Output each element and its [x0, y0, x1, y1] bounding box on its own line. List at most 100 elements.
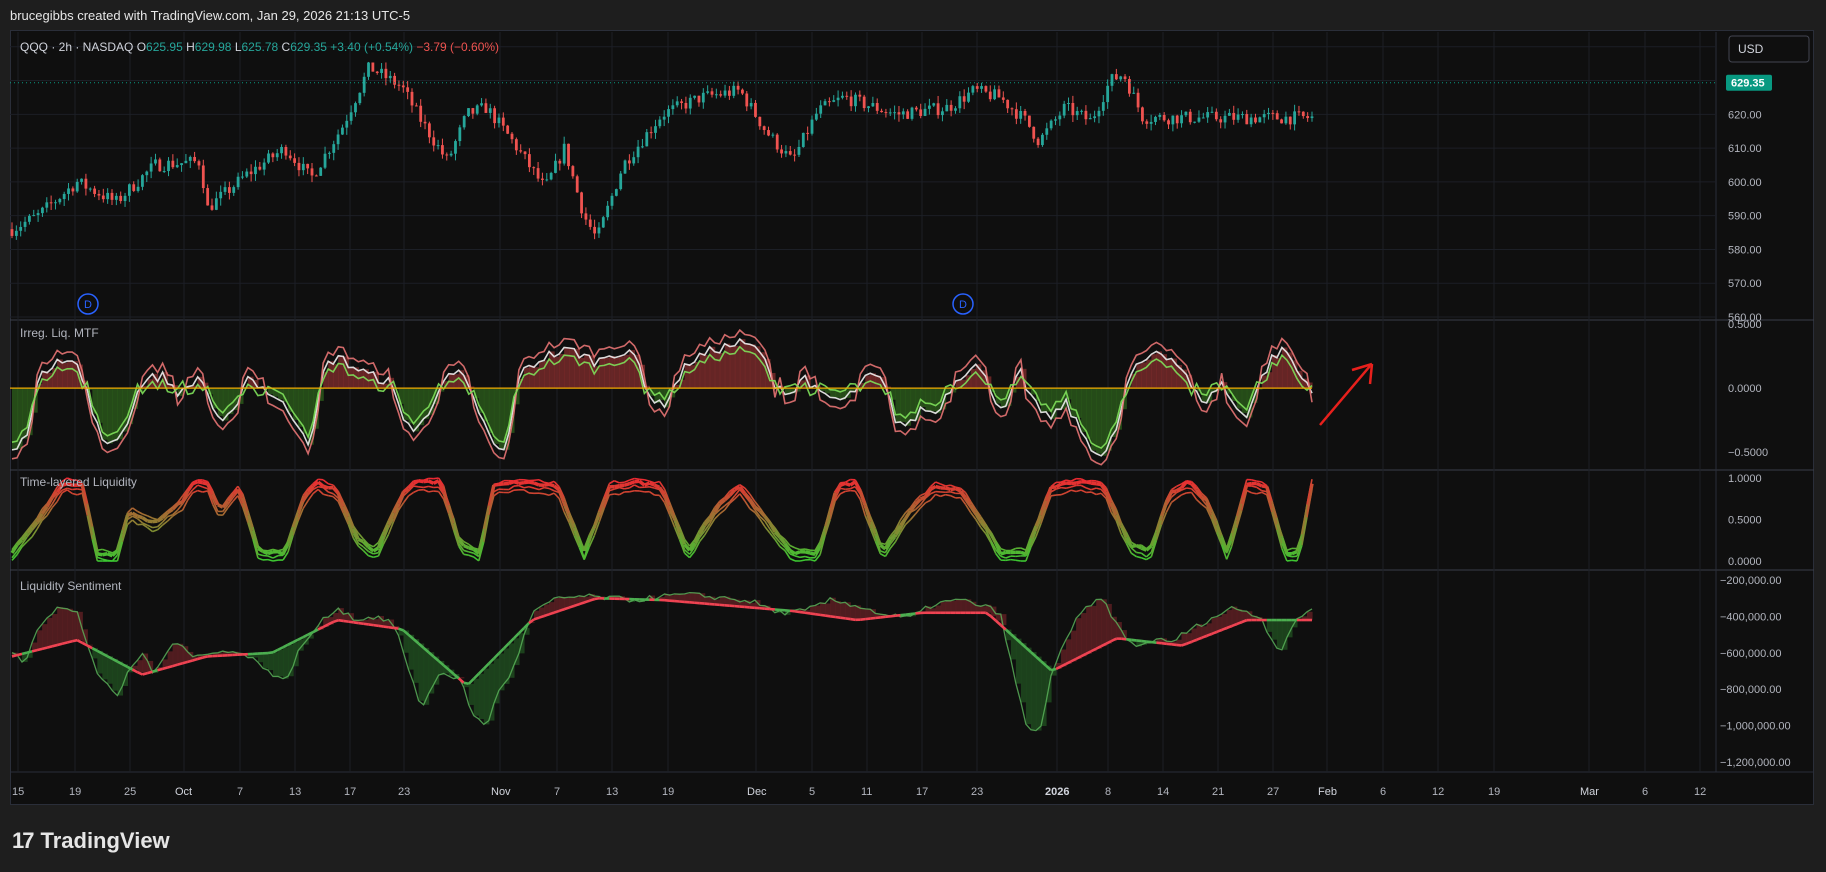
annotation-arrow-icon[interactable]	[1319, 365, 1371, 426]
time-liq-series-segment	[1010, 558, 1016, 562]
time-liq-series-segment	[357, 545, 364, 552]
time-liq-series-segment	[51, 501, 58, 509]
time-liq-series-segment	[317, 480, 325, 488]
time-liq-series-segment	[197, 480, 204, 485]
sentiment-fill	[544, 604, 550, 616]
candle-body	[523, 151, 527, 155]
time-liq-series-segment	[869, 524, 877, 537]
time-liq-series-segment	[1266, 491, 1273, 509]
candle-body	[475, 105, 479, 114]
candle-body	[1249, 117, 1253, 125]
candle-body	[214, 198, 218, 210]
irreg-liq-fill	[112, 388, 119, 442]
time-liq-series-segment	[1301, 504, 1308, 535]
sentiment-fill	[694, 592, 701, 603]
currency-button[interactable]	[1728, 35, 1810, 63]
dividend-marker-label[interactable]: D	[959, 299, 967, 311]
candle-body	[158, 159, 162, 172]
time-liq-series-segment	[246, 514, 255, 532]
time-liq-series-segment	[624, 487, 630, 490]
time-liq-series-segment	[121, 524, 129, 543]
irreg-liq-fill	[629, 350, 635, 389]
time-liq-series-segment	[76, 479, 83, 485]
time-liq-series-segment	[157, 514, 164, 521]
candle-body	[1171, 115, 1175, 125]
irreg-liq-fill	[1141, 362, 1147, 389]
sentiment-fill	[1276, 620, 1283, 649]
sentiment-slow-segment	[81, 641, 88, 647]
sentiment-fill	[744, 600, 751, 607]
time-liq-series-segment	[81, 483, 89, 504]
sentiment-fill	[508, 643, 515, 678]
time-liq-series-segment	[1035, 510, 1042, 526]
irreg-liq-fill	[654, 388, 661, 403]
irreg-liq-fill	[1050, 388, 1057, 420]
time-liq-series-segment	[869, 515, 877, 529]
time-liq-series-segment	[543, 493, 550, 497]
time-liq-series-segment	[1176, 489, 1182, 494]
time-liq-series-segment	[728, 488, 737, 497]
time-liq-series-segment	[1165, 489, 1173, 501]
irreg-liq-fill	[62, 362, 68, 389]
time-liq-series-segment	[368, 554, 374, 558]
sentiment-fill	[27, 652, 33, 658]
candle-body	[784, 151, 788, 154]
time-liq-series-segment	[161, 511, 169, 520]
time-liq-series-segment	[236, 488, 245, 499]
sentiment-fill	[378, 616, 385, 626]
sentiment-fill	[1166, 641, 1173, 644]
dividend-marker-icon[interactable]	[77, 293, 99, 315]
time-liq-series-segment	[548, 482, 555, 488]
sentiment-fill	[614, 596, 620, 599]
irreg-liq-fill	[1015, 376, 1022, 389]
candle-body	[271, 153, 275, 158]
time-liq-series-segment	[904, 507, 912, 514]
sentiment-slow-segment	[865, 617, 871, 621]
time-liq-series-segment	[302, 494, 309, 503]
time-liq-series-segment	[172, 512, 179, 517]
irreg-liq-fill	[1106, 388, 1112, 451]
irreg-liq-fill	[1296, 370, 1303, 389]
sentiment-slow-segment	[1090, 647, 1097, 653]
time-liq-series-segment	[634, 477, 640, 481]
irreg-liq-fill	[544, 360, 550, 389]
annotation-arrow-head-icon[interactable]	[1351, 362, 1374, 385]
time-liq-series-segment	[880, 542, 886, 546]
candle-body	[549, 172, 553, 180]
sentiment-fill	[503, 648, 510, 684]
time-liq-series-segment	[352, 537, 360, 547]
sentiment-fill	[724, 596, 731, 606]
time-liq-series-segment	[156, 516, 164, 523]
irreg-liq-fill	[122, 388, 129, 432]
dividend-marker-icon[interactable]	[952, 293, 974, 315]
time-liq-series-segment	[739, 484, 746, 489]
time-liq-series-segment	[804, 555, 811, 559]
time-liq-series-segment	[879, 553, 886, 558]
candle-body	[454, 141, 457, 154]
dividend-marker-label[interactable]: D	[84, 299, 92, 311]
time-liq-series-segment	[959, 490, 968, 499]
sentiment-slow-segment	[1131, 638, 1137, 642]
sentiment-fill	[739, 601, 746, 607]
sentiment-slow-segment	[799, 610, 806, 615]
sentiment-slow-segment	[829, 614, 836, 619]
time-liq-series-segment	[56, 480, 63, 488]
time-liq-series-segment	[979, 518, 988, 528]
time-liq-series-segment	[588, 535, 595, 548]
irreg-liq-fill	[303, 388, 309, 434]
time-liq-series-segment	[407, 480, 415, 487]
time-liq-series-segment	[463, 553, 469, 556]
candle-body	[914, 107, 918, 110]
time-liq-series-segment	[1276, 524, 1283, 544]
irreg-liq-fill	[107, 388, 113, 444]
currency-label[interactable]: USD	[1738, 42, 1764, 56]
time-liq-series-segment	[297, 508, 304, 522]
sentiment-slow-segment	[157, 667, 163, 672]
time-liq-series-segment	[327, 491, 334, 495]
sentiment-slow-segment	[373, 623, 379, 628]
candle-body	[971, 86, 975, 93]
time-liq-series-segment	[437, 477, 445, 487]
irreg-liq-fill	[965, 375, 972, 389]
sentiment-slow-segment	[348, 620, 354, 624]
